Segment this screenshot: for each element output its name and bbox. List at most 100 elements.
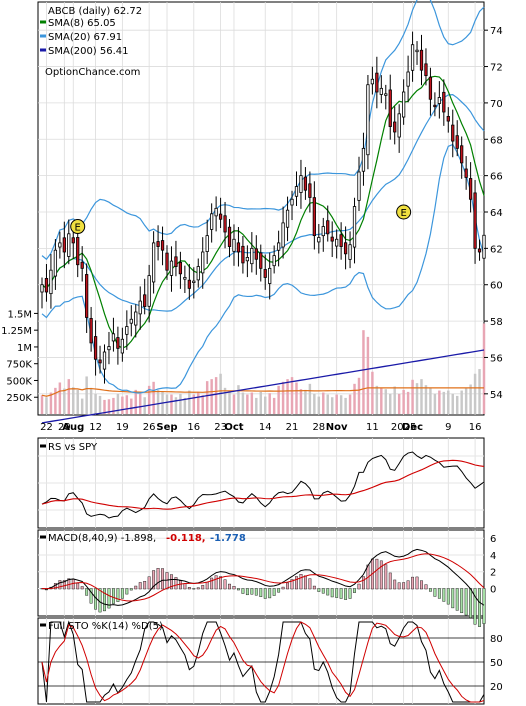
macd-histogram-bar: [482, 588, 486, 624]
volume-bar: [259, 391, 262, 414]
volume-bar: [313, 393, 316, 414]
volume-bar: [362, 330, 365, 414]
volume-bar: [264, 396, 267, 414]
volume-bar: [295, 382, 298, 414]
volume-bar: [429, 387, 432, 414]
macd-histogram-bar: [357, 583, 361, 590]
macd-histogram-bar: [112, 588, 115, 604]
volume-bar: [415, 383, 419, 414]
macd-tick-label: 4: [490, 551, 496, 562]
volume-bar: [134, 389, 137, 414]
macd-histogram-bar: [116, 588, 120, 602]
candle-down: [165, 252, 169, 271]
macd-histogram-bar: [339, 588, 343, 599]
price-tick-label: 58: [490, 317, 503, 328]
macd-histogram-bar: [120, 588, 124, 599]
x-tick-label: 11: [366, 422, 379, 433]
volume-bar: [72, 387, 75, 414]
macd-histogram-bar: [464, 588, 468, 616]
volume-bar: [255, 397, 258, 414]
volume-bar: [304, 389, 307, 414]
macd-histogram-bar: [451, 588, 455, 609]
candle-down: [143, 294, 147, 307]
legend-entry: SMA(200) 56.41: [48, 46, 129, 57]
macd-histogram-bar: [406, 580, 410, 590]
candle-down: [343, 242, 348, 255]
volume-bar: [76, 389, 79, 414]
volume-bar: [179, 393, 182, 414]
macd-histogram-bar: [393, 579, 397, 590]
candle-up: [53, 249, 58, 277]
macd-histogram-bar: [277, 588, 281, 593]
volume-bar: [317, 396, 321, 414]
volume-bar: [237, 385, 240, 414]
bollinger-lower-line: [41, 143, 485, 394]
ticker-label: ABCB (daily) 62.72: [48, 6, 142, 17]
macd-histogram-bar: [460, 588, 464, 614]
candle-up: [361, 147, 366, 172]
macd-histogram-bar: [442, 588, 446, 602]
volume-bar: [366, 336, 370, 414]
macd-histogram-bar: [290, 579, 294, 590]
volume-bar: [290, 377, 294, 414]
candle-up: [196, 266, 200, 281]
candle-down: [326, 220, 330, 235]
macd-histogram-bar: [210, 577, 214, 590]
volume-bar: [299, 389, 303, 414]
candle-up: [294, 186, 299, 197]
candle-down: [98, 359, 102, 364]
macd-histogram-bar: [317, 588, 321, 592]
macd-histogram-bar: [214, 575, 218, 590]
candle-up: [272, 255, 276, 267]
macd-histogram-bar: [138, 582, 142, 590]
candle-down: [227, 226, 232, 247]
candle-down: [62, 237, 66, 253]
volume-bar: [389, 393, 392, 414]
candle-down: [451, 124, 455, 142]
price-tick-label: 64: [490, 208, 503, 219]
macd-histogram-bar: [397, 582, 401, 590]
x-tick-label: 2025: [391, 422, 416, 433]
macd-histogram-bar: [272, 588, 276, 596]
candle-down: [160, 240, 165, 251]
volume-bar: [49, 392, 53, 414]
volume-bar: [58, 382, 62, 414]
macd-tick-label: 2: [490, 568, 496, 579]
candle-up: [120, 338, 124, 354]
candle-down: [424, 63, 428, 77]
volume-bar: [478, 369, 481, 414]
macd-histogram-bar: [187, 587, 191, 590]
macd-histogram-bar: [183, 583, 187, 590]
volume-bar: [281, 381, 285, 414]
volume-bar: [455, 395, 459, 414]
candle-up: [384, 93, 388, 96]
candle-down: [156, 241, 160, 247]
volume-bar: [174, 397, 178, 414]
macd-histogram-bar: [178, 580, 182, 590]
candle-up: [250, 247, 254, 265]
sto-tick-label: 50: [490, 658, 503, 669]
macd-histogram-bar: [232, 586, 236, 590]
volume-bar: [344, 397, 347, 414]
volume-bar: [286, 379, 289, 414]
candle-up: [102, 351, 107, 370]
macd-histogram-bar: [375, 558, 379, 590]
candle-up: [214, 207, 218, 217]
volume-bar: [424, 385, 428, 414]
volume-bar: [94, 393, 97, 414]
macd-histogram-bar: [161, 568, 164, 590]
candle-up: [352, 206, 357, 248]
volume-bar: [420, 379, 423, 414]
candle-up: [205, 235, 209, 252]
candle-down: [375, 72, 379, 93]
volume-bar: [411, 379, 414, 414]
macd-histogram-bar: [411, 576, 414, 590]
macd-histogram-bar: [446, 588, 450, 605]
candle-up: [415, 49, 419, 53]
candle-up: [299, 175, 303, 193]
volume-bar: [460, 390, 463, 414]
x-tick-label: 19: [116, 422, 129, 433]
candle-up: [129, 318, 133, 324]
candle-down: [178, 262, 183, 275]
